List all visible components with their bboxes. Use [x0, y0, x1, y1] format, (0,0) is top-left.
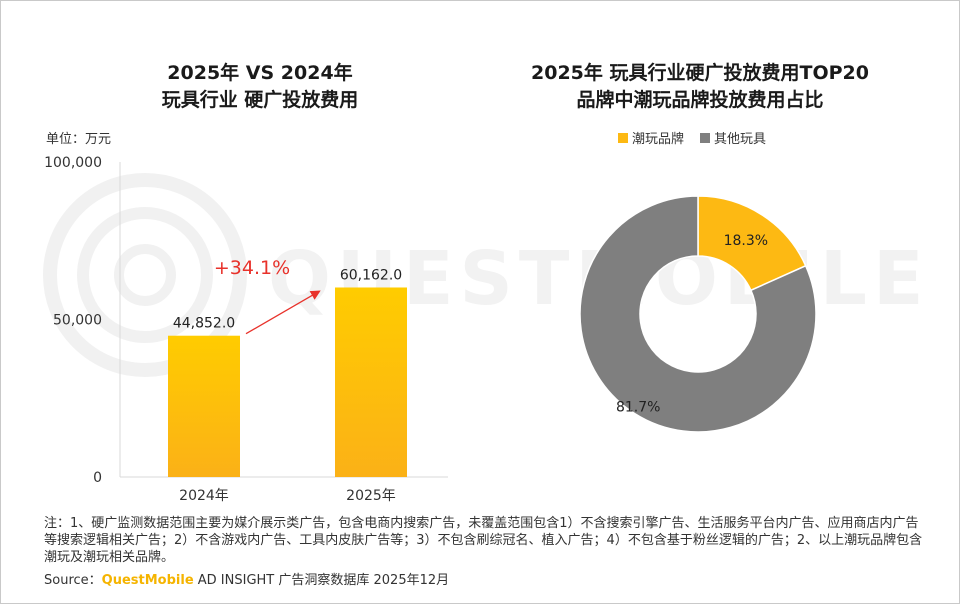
- legend-swatch-gray: [700, 132, 711, 143]
- x-tick-label: 2024年: [179, 488, 229, 504]
- y-tick-label: 100,000: [44, 155, 102, 171]
- source-line: Source：QuestMobile AD INSIGHT 广告洞察数据库 20…: [44, 569, 449, 588]
- x-tick-label: 2025年: [346, 488, 396, 504]
- donut-value-label: 81.7%: [616, 399, 660, 415]
- legend-label-chaowan: 潮玩品牌: [632, 132, 685, 147]
- source-brand: QuestMobile: [101, 573, 194, 588]
- left-title-line-1: 2025年 VS 2024年: [167, 62, 353, 84]
- donut-legend: 潮玩品牌 其他玩具: [618, 128, 782, 147]
- donut-value-label: 18.3%: [724, 233, 768, 249]
- source-prefix: Source：: [44, 573, 102, 588]
- bar-value-label: 60,162.0: [340, 267, 402, 283]
- legend-item-other: 其他玩具: [700, 128, 766, 147]
- right-title-line-1: 2025年 玩具行业硬广投放费用TOP20: [531, 62, 869, 84]
- unit-label: 单位：万元: [46, 132, 112, 147]
- bar-2024年: [168, 335, 240, 477]
- donut-slice-其他玩具: [579, 195, 817, 433]
- legend-item-chaowan: 潮玩品牌: [618, 128, 684, 147]
- legend-swatch-orange: [618, 132, 628, 143]
- right-title-line-2: 品牌中潮玩品牌投放费用占比: [576, 89, 824, 111]
- bar-value-label: 44,852.0: [173, 316, 235, 332]
- left-title-line-2: 玩具行业 硬广投放费用: [161, 89, 359, 111]
- y-tick-label: 50,000: [53, 313, 102, 329]
- right-chart-title: 2025年 玩具行业硬广投放费用TOP20 品牌中潮玩品牌投放费用占比: [500, 60, 900, 114]
- y-tick-label: 0: [93, 470, 102, 486]
- growth-label: +34.1%: [214, 257, 290, 279]
- source-rest: AD INSIGHT 广告洞察数据库 2025年12月: [193, 573, 450, 588]
- footnote-text: 注：1、硬广监测数据范围主要为媒介展示类广告，包含电商内搜索广告，未覆盖范围包含…: [44, 516, 923, 565]
- watermark-logo-icon: [43, 173, 247, 377]
- bar-2025年: [335, 287, 407, 477]
- growth-arrow-icon: [245, 290, 321, 335]
- legend-label-other: 其他玩具: [714, 132, 767, 147]
- left-chart-title: 2025年 VS 2024年 玩具行业 硬广投放费用: [80, 60, 440, 114]
